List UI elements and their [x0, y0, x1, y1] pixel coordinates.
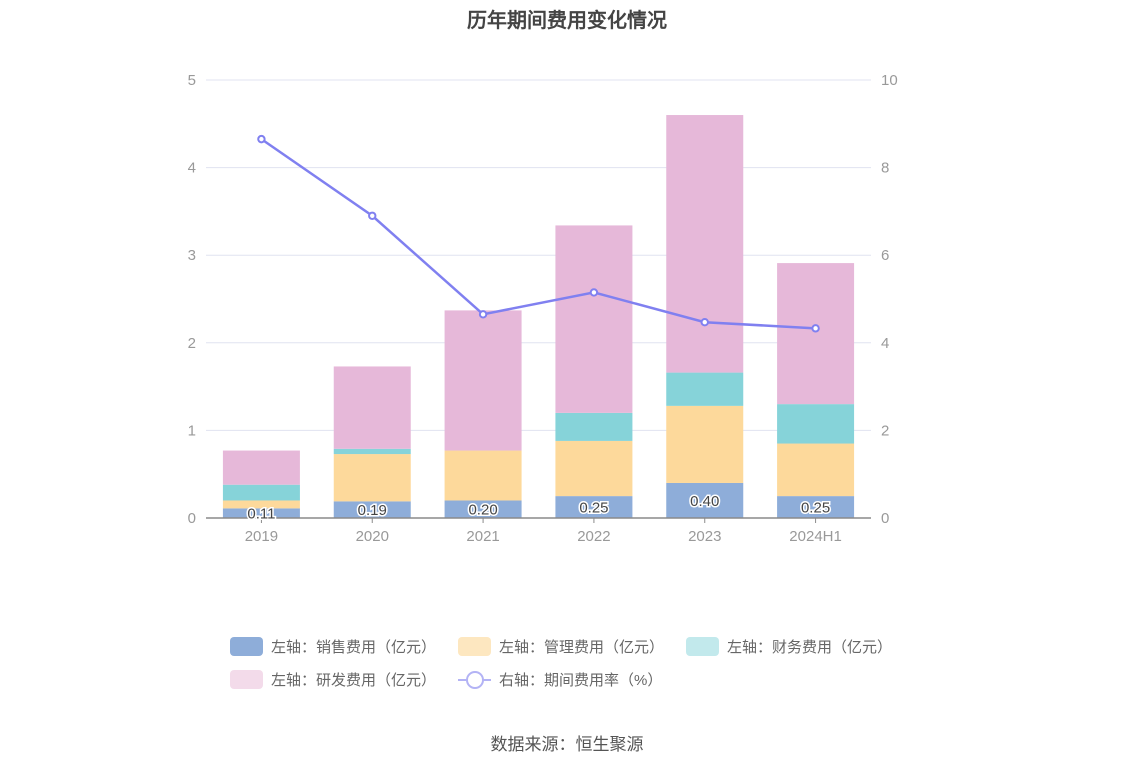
point-rate: [589, 288, 599, 297]
legend-item-rate[interactable]: 右轴：期间费用率（%）: [458, 669, 662, 690]
line-layer: [257, 134, 820, 333]
bar-admin: [666, 405, 744, 483]
line-rate: [260, 138, 816, 330]
legend-swatch-finance: [686, 637, 720, 656]
y-left-tick-label: 2: [188, 335, 196, 352]
bar-rd: [222, 450, 300, 485]
x-tick-label: 2023: [688, 528, 721, 545]
x-tick-label: 2020: [356, 528, 389, 545]
bar-sales: [333, 501, 411, 518]
bar-finance: [777, 404, 855, 444]
legend-item-rd[interactable]: 左轴：研发费用（亿元）: [230, 669, 436, 690]
legend-label-admin: 左轴：管理费用（亿元）: [499, 639, 665, 656]
y-left-tick-label: 4: [188, 160, 196, 177]
bar-rd: [444, 310, 522, 451]
x-tick-label: 2022: [577, 528, 610, 545]
legend-item-admin[interactable]: 左轴：管理费用（亿元）: [458, 636, 664, 657]
legend-label-finance: 左轴：财务费用（亿元）: [727, 639, 893, 656]
bar-rd: [666, 115, 744, 373]
bar-sales: [666, 482, 744, 518]
legend-item-finance[interactable]: 左轴：财务费用（亿元）: [686, 636, 892, 657]
point-rate: [811, 324, 820, 333]
bar-sales: [555, 496, 633, 518]
bar-admin: [333, 454, 411, 502]
axis-layer: 0 1 2 3 4 5 0 2 4 6 8 10 2019 2020 2021 2022 2023 2024H1: [188, 72, 898, 545]
y-right-tick-label: 2: [881, 422, 889, 439]
y-left-tick-label: 3: [188, 247, 196, 264]
bar-admin: [777, 443, 855, 497]
legend-swatch-rd: [230, 670, 263, 689]
data-label-sales: 0.25: [801, 500, 830, 517]
point-rate: [368, 211, 377, 220]
data-label-sales: 0.40: [690, 493, 719, 510]
legend-swatch-admin: [458, 637, 492, 656]
y-right-tick-label: 4: [881, 335, 889, 352]
bar-finance: [666, 372, 744, 406]
bar-finance: [555, 412, 633, 441]
bar-rd: [777, 263, 855, 405]
point-rate: [257, 134, 266, 144]
bar-admin: [444, 450, 522, 501]
legend-label-rate: 右轴：期间费用率（%）: [499, 672, 663, 689]
y-right-tick-label: 6: [881, 247, 889, 264]
y-left-tick-label: 5: [188, 72, 196, 89]
legend-line-icon: [458, 670, 492, 689]
legend-item-sales[interactable]: 左轴：销售费用（亿元）: [230, 636, 436, 657]
bar-rd: [333, 366, 411, 449]
y-right-tick-label: 0: [881, 510, 889, 527]
data-label-sales: 0.25: [579, 500, 608, 517]
bar-sales: [444, 500, 522, 518]
point-rate: [700, 318, 709, 327]
legend-swatch-sales: [230, 637, 263, 656]
data-label-sales: 0.20: [468, 502, 497, 519]
bar-admin: [555, 440, 633, 497]
label-layer: 0.11 0.19 0.20 0.25 0.40 0.25: [246, 491, 832, 524]
x-tick-label: 2021: [466, 528, 499, 545]
x-tick-label: 2024H1: [789, 528, 842, 545]
grid-layer: [206, 79, 871, 431]
legend-label-sales: 左轴：销售费用（亿元）: [271, 639, 437, 656]
y-left-tick-label: 1: [188, 422, 196, 439]
point-rate: [478, 310, 488, 319]
y-left-tick-label: 0: [188, 510, 196, 527]
x-tick-label: 2019: [245, 528, 278, 545]
bar-sales: [777, 496, 855, 518]
y-right-tick-label: 8: [881, 160, 889, 177]
bar-finance: [222, 484, 300, 501]
legend-label-rd: 左轴：研发费用（亿元）: [271, 672, 437, 689]
bar-admin: [222, 500, 300, 509]
bar-rd: [555, 225, 633, 413]
data-label-sales: 0.19: [358, 502, 387, 519]
bar-layer: [222, 115, 855, 518]
data-source: 数据来源：恒生聚源: [490, 735, 644, 754]
bar-sales: [222, 508, 300, 518]
data-label-sales: 0.11: [247, 506, 275, 523]
legend: 左轴：销售费用（亿元） 左轴：管理费用（亿元） 左轴：财务费用（亿元） 左轴：研…: [230, 630, 930, 696]
chart-title: 历年期间费用变化情况: [467, 10, 667, 32]
y-right-tick-label: 10: [881, 72, 898, 89]
bar-finance: [333, 448, 411, 455]
